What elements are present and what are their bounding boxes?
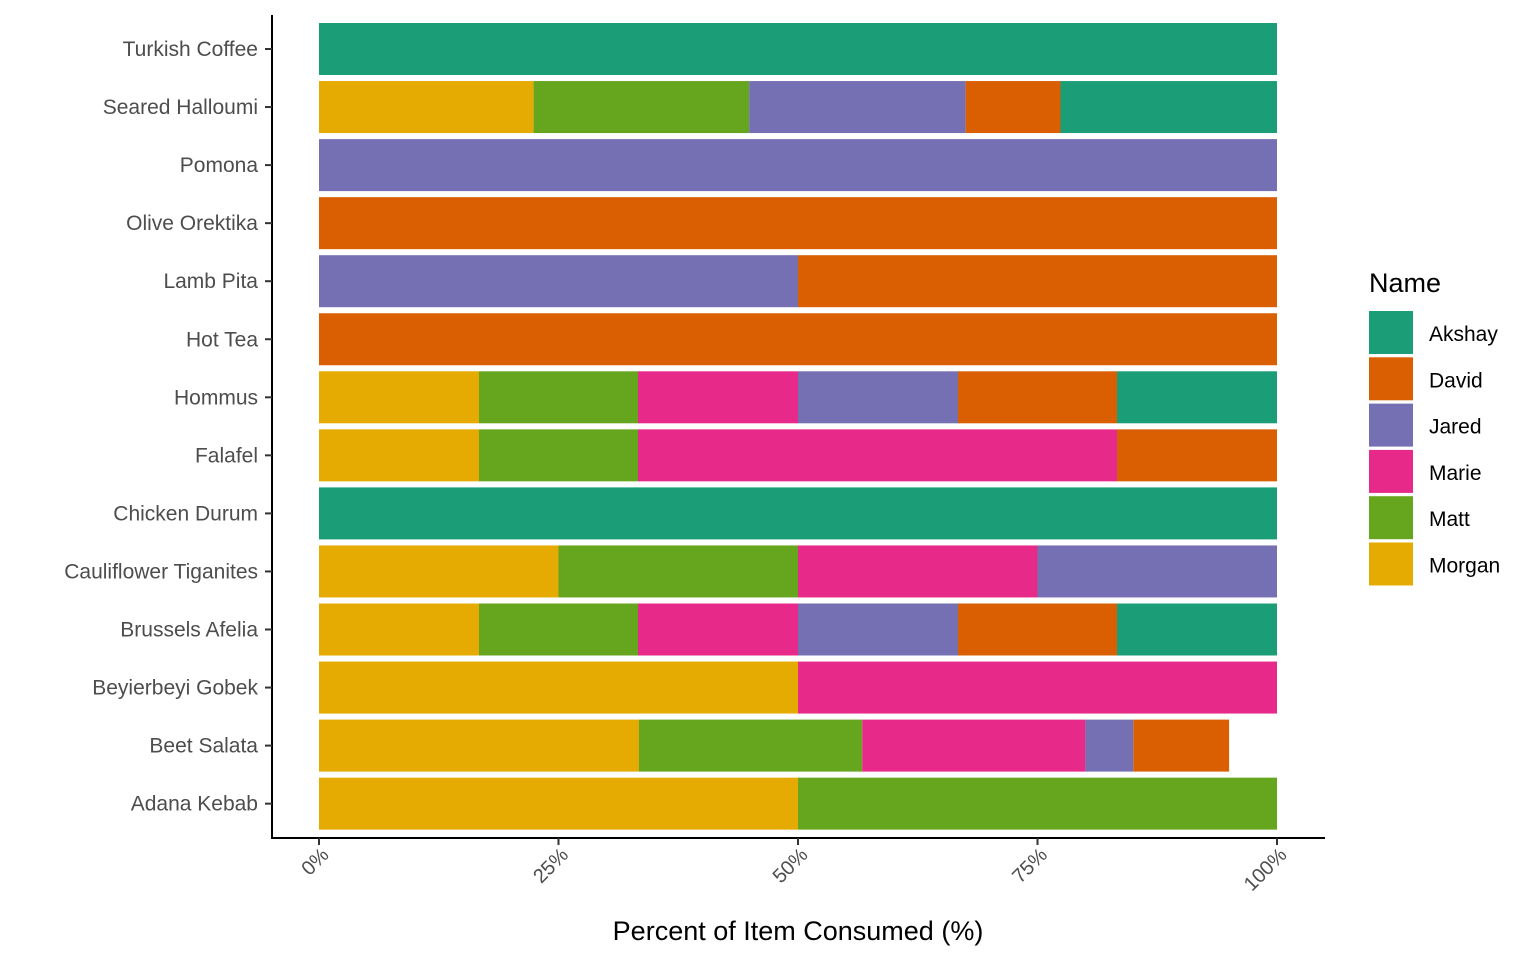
y-tick-label: Cauliflower Tiganites [64, 560, 258, 583]
y-tick-label: Falafel [195, 444, 258, 467]
legend-label-marie: Marie [1429, 462, 1482, 485]
bar-pomona-jared [319, 139, 1277, 192]
y-tick-label: Turkish Coffee [123, 38, 258, 61]
bar-hommus-akshay [1117, 371, 1277, 424]
bar-hommus-david [957, 371, 1118, 424]
y-tick-label: Seared Halloumi [103, 96, 258, 119]
bar-seared-halloumi-david [965, 81, 1061, 134]
bar-hommus-marie [638, 371, 798, 424]
bar-beet-salata-matt [638, 719, 863, 772]
y-tick-label: Olive Orektika [126, 212, 258, 235]
bar-lamb-pita-david [798, 255, 1277, 308]
x-axis-title: Percent of Item Consumed (%) [613, 916, 984, 946]
y-axis: Turkish Coffee Seared Halloumi Pomona Olive… [64, 15, 273, 838]
bar-brussels-afelia-marie [638, 603, 798, 656]
legend-label-jared: Jared [1429, 416, 1482, 439]
legend: Name Akshay David Jared Marie Matt Morgan [1369, 268, 1500, 586]
bar-seared-halloumi-matt [533, 81, 750, 134]
bar-beet-salata-marie [862, 719, 1086, 772]
legend-label-david: David [1429, 369, 1483, 392]
bar-cauliflower-tiganites-marie [798, 545, 1038, 598]
bar-hommus-matt [478, 371, 639, 424]
bar-beet-salata-morgan [319, 719, 639, 772]
bar-beet-salata-david [1133, 719, 1230, 772]
bar-chicken-durum-akshay [319, 487, 1277, 540]
legend-key-jared [1369, 403, 1413, 447]
bar-adana-kebab-matt [798, 777, 1277, 830]
bar-falafel-david [1117, 429, 1277, 482]
legend-key-david [1369, 357, 1413, 401]
bar-lamb-pita-jared [319, 255, 798, 308]
bar-cauliflower-tiganites-matt [558, 545, 798, 598]
bar-brussels-afelia-jared [798, 603, 958, 656]
bar-seared-halloumi-morgan [319, 81, 534, 134]
bar-beyierbeyi-gobek-morgan [319, 661, 798, 714]
x-tick-label: 75% [1008, 844, 1052, 888]
bar-seared-halloumi-akshay [1060, 81, 1277, 134]
legend-key-marie [1369, 449, 1413, 493]
legend-label-matt: Matt [1429, 508, 1470, 531]
bar-adana-kebab-morgan [319, 777, 798, 830]
bar-falafel-matt [478, 429, 639, 482]
bar-hommus-morgan [319, 371, 479, 424]
x-axis: 0% 25% 50% 75% 100% [271, 837, 1325, 896]
legend-label-akshay: Akshay [1429, 323, 1498, 346]
bar-brussels-afelia-matt [478, 603, 639, 656]
bar-beet-salata-jared [1085, 719, 1134, 772]
y-tick-label: Adana Kebab [131, 793, 258, 816]
legend-key-morgan [1369, 542, 1413, 586]
bar-brussels-afelia-morgan [319, 603, 479, 656]
bar-beyierbeyi-gobek-marie [798, 661, 1277, 714]
legend-key-akshay [1369, 311, 1413, 354]
y-tick-label: Brussels Afelia [120, 619, 258, 642]
bar-seared-halloumi-jared [749, 81, 966, 134]
bar-brussels-afelia-akshay [1117, 603, 1277, 656]
y-tick-label: Lamb Pita [163, 270, 258, 293]
x-tick-label: 50% [769, 844, 813, 888]
y-tick-label: Beet Salata [149, 735, 258, 758]
x-tick-label: 100% [1240, 844, 1292, 896]
bar-cauliflower-tiganites-morgan [319, 545, 559, 598]
bar-brussels-afelia-david [957, 603, 1118, 656]
bar-falafel-morgan [319, 429, 479, 482]
bars-layer [319, 23, 1277, 830]
bar-hommus-jared [798, 371, 958, 424]
legend-label-morgan: Morgan [1429, 555, 1500, 578]
x-tick-label: 25% [529, 844, 573, 888]
y-tick-label: Beyierbeyi Gobek [92, 677, 258, 700]
bar-cauliflower-tiganites-jared [1037, 545, 1277, 598]
legend-key-matt [1369, 496, 1413, 540]
y-tick-label: Hot Tea [186, 328, 258, 351]
bar-turkish-coffee-akshay [319, 23, 1277, 75]
bar-falafel-marie [638, 429, 1118, 482]
y-tick-label: Chicken Durum [113, 502, 258, 525]
legend-title: Name [1369, 268, 1441, 298]
y-tick-label: Pomona [180, 154, 259, 177]
bar-olive-orektika-david [319, 197, 1277, 250]
bar-hot-tea-david [319, 313, 1277, 366]
x-tick-label: 0% [298, 844, 334, 880]
y-tick-label: Hommus [174, 386, 258, 409]
